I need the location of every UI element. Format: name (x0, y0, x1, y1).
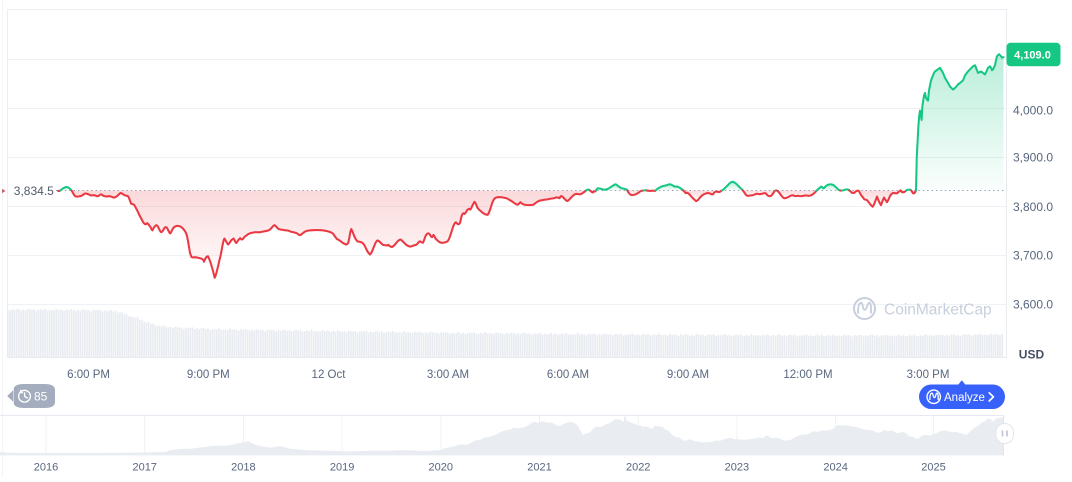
svg-text:12 Oct: 12 Oct (312, 369, 347, 381)
svg-text:3,700.0: 3,700.0 (1013, 248, 1053, 262)
svg-text:9:00 AM: 9:00 AM (667, 369, 709, 381)
svg-text:9:00 PM: 9:00 PM (187, 369, 230, 381)
svg-text:12:00 PM: 12:00 PM (783, 369, 832, 381)
svg-text:USD: USD (1019, 348, 1045, 362)
svg-text:Analyze: Analyze (944, 392, 985, 404)
svg-text:2020: 2020 (429, 462, 453, 474)
svg-text:2025: 2025 (921, 462, 945, 474)
svg-text:85: 85 (34, 389, 48, 403)
svg-text:3,800.0: 3,800.0 (1013, 200, 1053, 214)
svg-text:2021: 2021 (527, 462, 551, 474)
svg-text:2016: 2016 (34, 462, 58, 474)
svg-text:2024: 2024 (823, 462, 847, 474)
svg-text:6:00 AM: 6:00 AM (547, 369, 589, 381)
svg-text:2023: 2023 (725, 462, 749, 474)
svg-text:2017: 2017 (132, 462, 156, 474)
svg-text:4,000.0: 4,000.0 (1013, 103, 1053, 117)
svg-text:3:00 AM: 3:00 AM (427, 369, 469, 381)
svg-text:6:00 PM: 6:00 PM (67, 369, 110, 381)
svg-text:2019: 2019 (330, 462, 354, 474)
svg-text:3,600.0: 3,600.0 (1013, 297, 1053, 311)
svg-text:4,109.0: 4,109.0 (1014, 50, 1051, 62)
svg-text:3:00 PM: 3:00 PM (907, 369, 950, 381)
svg-text:2022: 2022 (626, 462, 650, 474)
svg-text:CoinMarketCap: CoinMarketCap (884, 301, 992, 318)
svg-text:3,900.0: 3,900.0 (1013, 150, 1053, 164)
svg-text:2018: 2018 (231, 462, 255, 474)
svg-text:3,834.5: 3,834.5 (14, 184, 54, 198)
